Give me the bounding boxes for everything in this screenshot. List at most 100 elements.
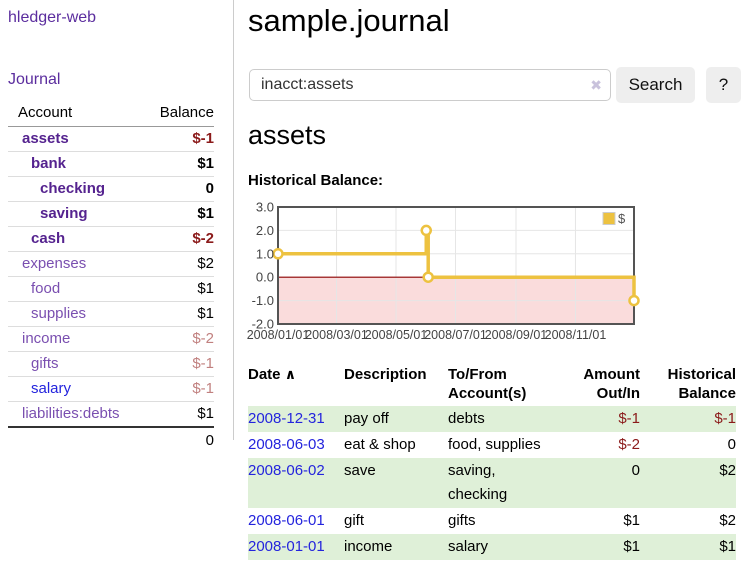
account-balance: $1 (138, 201, 214, 227)
account-row: saving $1 (8, 201, 214, 227)
col-header-amount: Amount Out/In (583, 366, 640, 402)
account-row: liabilities:debts $1 (8, 401, 214, 427)
col-header-date-label: Date (248, 366, 281, 383)
transaction-accounts: food, supplies (448, 436, 541, 453)
account-row: checking 0 (8, 176, 214, 202)
account-link-food[interactable]: food (31, 280, 61, 297)
col-header-date[interactable]: Date ∧ (248, 362, 344, 406)
transaction-amount: $-1 (618, 410, 640, 427)
transaction-accounts: saving, checking (448, 462, 508, 503)
transaction-date-link[interactable]: 2008-12-31 (248, 410, 325, 427)
account-row: assets $-1 (8, 127, 214, 152)
svg-text:$: $ (618, 211, 626, 226)
account-row: bank $1 (8, 151, 214, 177)
sidebar-divider (233, 0, 234, 440)
account-link-income[interactable]: income (22, 330, 71, 347)
account-link-liabilities-debts[interactable]: liabilities:debts (22, 405, 120, 422)
brand-link[interactable]: hledger-web (8, 9, 97, 26)
transaction-date-link[interactable]: 2008-06-03 (248, 436, 325, 453)
transaction-row: 2008-01-01 income salary $1 $1 (248, 534, 736, 560)
transaction-row: 2008-12-31 pay off debts $-1 $-1 (248, 406, 736, 432)
transaction-row: 2008-06-02 save saving, checking 0 $2 (248, 458, 736, 508)
account-row: food $1 (8, 276, 214, 302)
sort-ascending-icon: ∧ (284, 366, 297, 382)
account-link-cash[interactable]: cash (31, 230, 66, 247)
accounts-total-row: 0 (8, 426, 214, 454)
help-button[interactable]: ? (706, 67, 741, 103)
transaction-balance: $-1 (714, 410, 736, 427)
account-link-saving[interactable]: saving (40, 205, 88, 222)
col-header-description: Description (344, 366, 427, 383)
transaction-description: save (344, 462, 376, 479)
transaction-balance: $2 (719, 462, 736, 479)
svg-text:2008/05/01: 2008/05/01 (365, 328, 428, 342)
search-button[interactable]: Search (616, 67, 695, 103)
account-balance: $1 (138, 151, 214, 177)
svg-text:1.0: 1.0 (256, 246, 274, 261)
transaction-description: pay off (344, 410, 389, 427)
transactions-table: Date ∧ Description To/From Account(s) Amo… (248, 362, 736, 560)
account-row: supplies $1 (8, 301, 214, 327)
account-row: salary $-1 (8, 376, 214, 402)
accounts-total-value: 0 (138, 426, 214, 454)
svg-text:2008/03/01: 2008/03/01 (305, 328, 368, 342)
accounts-header-balance: Balance (138, 100, 214, 127)
col-header-balance: Historical Balance (667, 366, 736, 402)
search-box: ✖ (249, 69, 611, 101)
chart-title: Historical Balance: (248, 172, 384, 189)
account-link-checking[interactable]: checking (40, 180, 106, 197)
svg-text:2008/07/01: 2008/07/01 (424, 328, 487, 342)
svg-text:2.0: 2.0 (256, 223, 274, 238)
transaction-amount: 0 (631, 462, 640, 479)
accounts-header-row: Account Balance (8, 100, 214, 127)
transaction-date-link[interactable]: 2008-06-01 (248, 512, 325, 529)
account-balance: 0 (138, 176, 214, 202)
account-heading: assets (248, 120, 327, 150)
account-balance: $1 (138, 401, 214, 427)
account-balance: $-2 (138, 226, 214, 252)
account-balance: $-1 (138, 351, 214, 377)
svg-text:2008/09/01: 2008/09/01 (485, 328, 548, 342)
account-row: expenses $2 (8, 251, 214, 277)
account-balance: $1 (138, 301, 214, 327)
sidebar-item-journal[interactable]: Journal (8, 71, 61, 88)
transaction-accounts: gifts (448, 512, 476, 529)
svg-text:2008/01/01: 2008/01/01 (247, 328, 310, 342)
historical-balance-chart[interactable]: $3.0 2.0 1.0 0.0 -1.0 -2.0 2008/01/01 2008/03/0… (247, 200, 742, 348)
chart-legend: $ (600, 210, 633, 228)
transaction-amount: $-2 (618, 436, 640, 453)
account-link-assets[interactable]: assets (22, 130, 69, 147)
transaction-description: income (344, 538, 393, 555)
svg-text:-1.0: -1.0 (252, 293, 274, 308)
account-balance: $2 (138, 251, 214, 277)
account-balance: $-1 (138, 376, 214, 402)
transaction-date-link[interactable]: 2008-01-01 (248, 538, 325, 555)
svg-text:0.0: 0.0 (256, 270, 274, 285)
transaction-date-link[interactable]: 2008-06-02 (248, 462, 325, 479)
transactions-header-row: Date ∧ Description To/From Account(s) Amo… (248, 362, 736, 406)
account-link-bank[interactable]: bank (31, 155, 67, 172)
account-row: gifts $-1 (8, 351, 214, 377)
transaction-amount: $1 (623, 538, 640, 555)
account-balance: $-1 (192, 130, 214, 147)
svg-text:2008/11/01: 2008/11/01 (545, 328, 607, 342)
search-input[interactable] (249, 69, 611, 101)
transaction-amount: $1 (623, 512, 640, 529)
account-balance: $-2 (138, 326, 214, 352)
account-balance: $1 (138, 276, 214, 302)
transaction-accounts: salary (448, 538, 489, 555)
accounts-header-account: Account (8, 100, 139, 127)
transaction-balance: $1 (719, 538, 736, 555)
account-link-supplies[interactable]: supplies (31, 305, 87, 322)
account-link-salary[interactable]: salary (31, 380, 72, 397)
clear-search-icon[interactable]: ✖ (590, 77, 602, 93)
transaction-row: 2008-06-03 eat & shop food, supplies $-2 0 (248, 432, 736, 458)
transaction-description: gift (344, 512, 365, 529)
account-link-expenses[interactable]: expenses (22, 255, 87, 272)
col-header-tofrom: To/From Account(s) (448, 366, 527, 402)
transaction-accounts: debts (448, 410, 485, 427)
account-link-gifts[interactable]: gifts (31, 355, 59, 372)
accounts-table: Account Balance assets $-1 bank $1 checking 0… (8, 100, 214, 454)
account-row: income $-2 (8, 326, 214, 352)
transaction-row: 2008-06-01 gift gifts $1 $2 (248, 508, 736, 534)
